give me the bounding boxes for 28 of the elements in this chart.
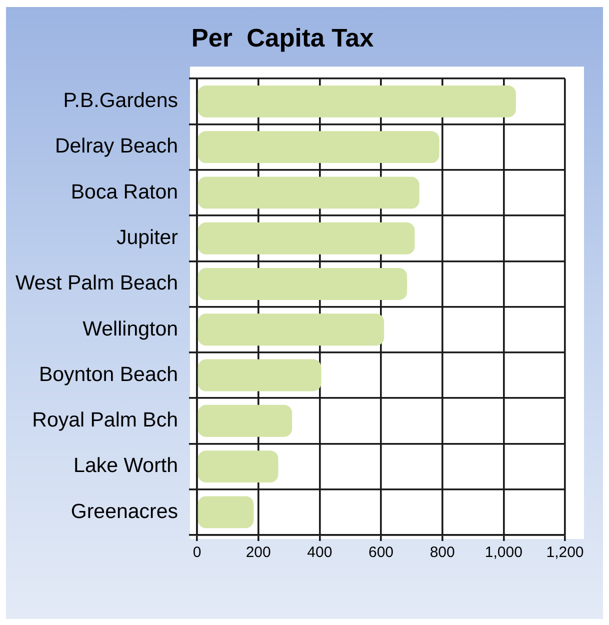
bar [198,268,408,300]
x-tick-label: 0 [192,544,202,562]
y-tick-label: Boynton Beach [38,362,178,386]
bar [198,450,278,483]
bar [198,176,420,209]
y-tick-label: Greenacres [70,500,178,523]
y-tick-label: Royal Palm Bch [32,408,178,432]
x-tick-label: 400 [307,544,332,562]
bar [198,359,322,392]
bar [198,222,415,254]
y-tick-label: Jupiter [116,226,178,249]
y-tick-label: Delray Beach [54,134,178,158]
bar [198,131,440,164]
bar [198,85,516,118]
y-tick-label: Boca Raton [70,180,178,204]
bar [198,496,254,528]
x-tick-label: 1,000 [484,544,522,562]
x-tick-label: 600 [368,544,394,562]
chart-title: Per Capita Tax [191,24,374,52]
bar [198,404,292,437]
x-tick-label: 1,200 [546,544,584,562]
x-tick-label: 800 [430,544,455,562]
y-tick-label: West Palm Beach [15,272,178,295]
y-tick-label: P.B.Gardens [63,89,178,112]
y-tick-label: Lake Worth [74,454,178,478]
y-tick-label: Wellington [82,317,178,340]
bar [198,314,384,346]
x-tick-label: 200 [246,544,271,562]
